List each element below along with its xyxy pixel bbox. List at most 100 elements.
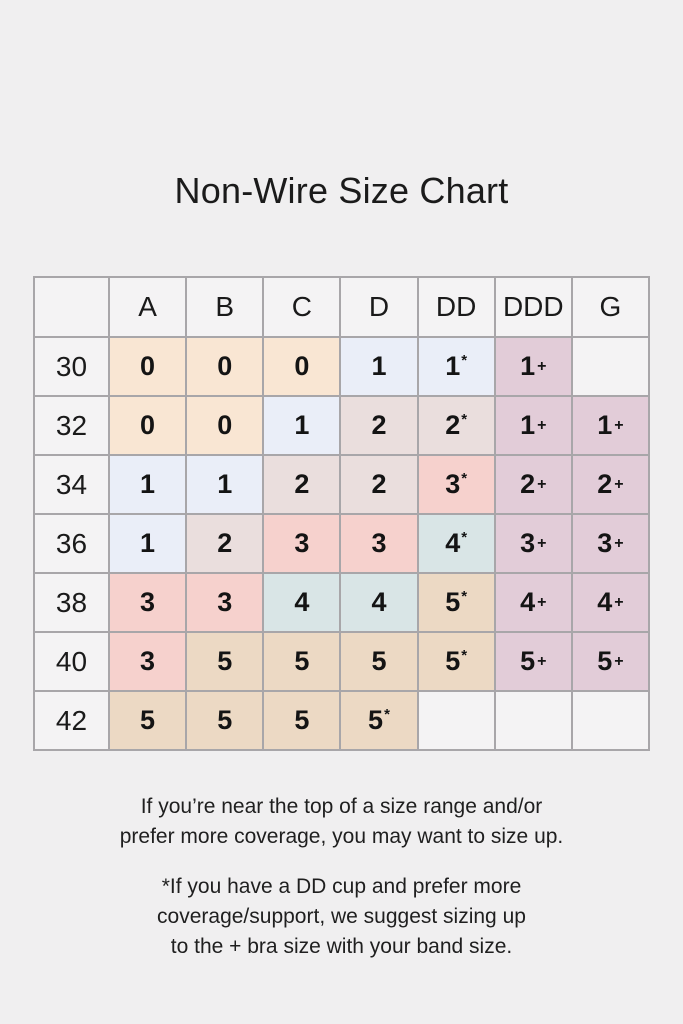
table-row-38: 38 3 3 4 4 5* 4 +4 + <box>33 572 651 633</box>
cell-value: 2 <box>445 410 461 440</box>
col-header-A: A <box>107 276 188 338</box>
cell-36-DD: 4* <box>416 513 496 574</box>
header-row: A B C D DD DDD G <box>33 276 651 338</box>
cell-42-G <box>570 690 651 751</box>
plus-suffix: + <box>614 535 624 552</box>
cell-38-A: 3 <box>107 572 188 633</box>
cell-value: 4 <box>294 587 310 617</box>
size-chart-table: A B C D DD DDD G 30 0 0 0 1 1* 1 +32 0 0 1 2 2* 1 +1 +34 1 1 2 2 3… <box>33 276 651 751</box>
asterisk-suffix: * <box>461 352 468 369</box>
cell-40-C: 5 <box>262 631 342 692</box>
cell-value: 3 <box>445 469 461 499</box>
cell-34-B: 1 <box>185 454 265 515</box>
cell-42-DD <box>416 690 496 751</box>
cell-32-B: 0 <box>185 395 265 456</box>
asterisk-suffix: * <box>461 411 468 428</box>
cell-value: 1 <box>445 351 461 381</box>
note-line: to the + bra size with your band size. <box>170 935 513 958</box>
asterisk-suffix: * <box>461 470 468 487</box>
note-line: coverage/support, we suggest sizing up <box>157 905 526 928</box>
cell-value: 2 <box>371 410 387 440</box>
cell-value: 2 <box>294 469 310 499</box>
cell-value: 1 <box>217 469 233 499</box>
cell-value: 2 <box>597 469 613 499</box>
cell-value: 0 <box>217 410 233 440</box>
cell-value: 3 <box>217 587 233 617</box>
page-title: Non-Wire Size Chart <box>174 170 509 211</box>
cell-30-DD: 1* <box>416 336 496 397</box>
plus-suffix: + <box>537 358 547 375</box>
cell-value: 4 <box>445 528 461 558</box>
cell-42-C: 5 <box>262 690 342 751</box>
plus-suffix: + <box>614 594 624 611</box>
cell-value: 1 <box>371 351 387 381</box>
cell-40-G: 5 + <box>570 631 651 692</box>
cell-value: 0 <box>140 410 156 440</box>
note-line: If you’re near the top of a size range a… <box>140 795 543 818</box>
cell-value: 5 <box>368 705 384 735</box>
cell-40-DD: 5* <box>416 631 496 692</box>
cell-38-G: 4 + <box>570 572 651 633</box>
cell-value: 0 <box>140 351 156 381</box>
cell-30-A: 0 <box>107 336 188 397</box>
cell-value: 5 <box>217 646 233 676</box>
cell-32-G: 1 + <box>570 395 651 456</box>
cell-32-DDD: 1 + <box>493 395 573 456</box>
cell-38-C: 4 <box>262 572 342 633</box>
cell-34-C: 2 <box>262 454 342 515</box>
cell-34-DDD: 2 + <box>493 454 573 515</box>
cell-36-C: 3 <box>262 513 342 574</box>
cell-value: 5 <box>520 646 536 676</box>
col-header-DDD: DDD <box>493 276 573 338</box>
note-line: prefer more coverage, you may want to si… <box>119 825 564 848</box>
cell-36-G: 3 + <box>570 513 651 574</box>
row-header-32: 32 <box>33 395 110 456</box>
cell-42-D: 5* <box>339 690 419 751</box>
note-line: *If you have a DD cup and prefer more <box>161 875 522 898</box>
col-header-B: B <box>185 276 265 338</box>
cell-value: 1 <box>520 410 536 440</box>
cell-38-DDD: 4 + <box>493 572 573 633</box>
table-header: A B C D DD DDD G <box>33 276 651 338</box>
plus-suffix: + <box>537 476 547 493</box>
table-row-34: 34 1 1 2 2 3* 2 +2 + <box>33 454 651 515</box>
cell-36-A: 1 <box>107 513 188 574</box>
cell-36-DDD: 3 + <box>493 513 573 574</box>
cell-value: 1 <box>140 528 156 558</box>
cell-38-D: 4 <box>339 572 419 633</box>
cell-34-G: 2 + <box>570 454 651 515</box>
table-body: 30 0 0 0 1 1* 1 +32 0 0 1 2 2* 1 +1 +34 1 1 2 2 3* 2 +2 +36 1 2 3 3… <box>33 336 651 751</box>
cell-32-A: 0 <box>107 395 188 456</box>
cell-value: 5 <box>371 646 387 676</box>
row-header-38: 38 <box>33 572 110 633</box>
cell-40-D: 5 <box>339 631 419 692</box>
table-row-30: 30 0 0 0 1 1* 1 + <box>33 336 651 397</box>
table-row-32: 32 0 0 1 2 2* 1 +1 + <box>33 395 651 456</box>
cell-value: 5 <box>217 705 233 735</box>
cell-value: 3 <box>140 646 156 676</box>
cell-30-DDD: 1 + <box>493 336 573 397</box>
row-header-34: 34 <box>33 454 110 515</box>
cell-34-D: 2 <box>339 454 419 515</box>
cell-36-B: 2 <box>185 513 265 574</box>
table-row-40: 40 3 5 5 5 5* 5 +5 + <box>33 631 651 692</box>
cell-value: 5 <box>140 705 156 735</box>
cell-36-D: 3 <box>339 513 419 574</box>
table-row-36: 36 1 2 3 3 4* 3 +3 + <box>33 513 651 574</box>
plus-suffix: + <box>537 535 547 552</box>
cell-value: 5 <box>445 587 461 617</box>
cell-value: 1 <box>597 410 613 440</box>
asterisk-footnote: *If you have a DD cup and prefer more co… <box>0 872 683 962</box>
cell-value: 1 <box>294 410 310 440</box>
asterisk-suffix: * <box>461 647 468 664</box>
cell-42-A: 5 <box>107 690 188 751</box>
plus-suffix: + <box>614 476 624 493</box>
cell-38-DD: 5* <box>416 572 496 633</box>
cell-value: 5 <box>597 646 613 676</box>
cell-38-B: 3 <box>185 572 265 633</box>
cell-value: 5 <box>445 646 461 676</box>
cell-value: 3 <box>597 528 613 558</box>
row-header-40: 40 <box>33 631 110 692</box>
cell-value: 5 <box>294 705 310 735</box>
